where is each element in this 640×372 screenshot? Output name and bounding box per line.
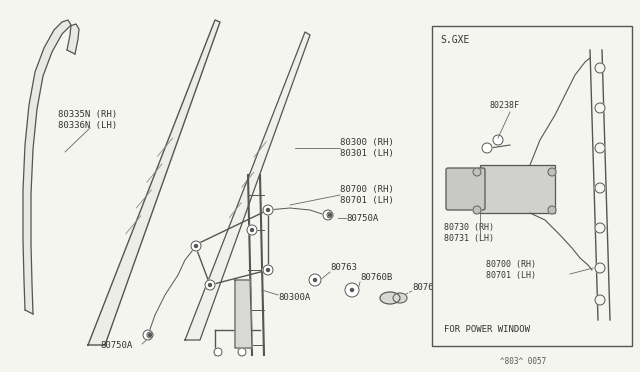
Text: 80335N (RH)
80336N (LH): 80335N (RH) 80336N (LH)	[58, 110, 117, 130]
Bar	[432, 26, 632, 346]
Circle shape	[191, 241, 201, 251]
Ellipse shape	[380, 292, 400, 304]
Polygon shape	[23, 20, 79, 314]
Text: 80300A: 80300A	[278, 294, 310, 302]
Circle shape	[263, 265, 273, 275]
Circle shape	[214, 348, 222, 356]
Ellipse shape	[393, 293, 407, 303]
Polygon shape	[235, 280, 252, 348]
Text: 80750A: 80750A	[100, 340, 132, 350]
Text: 80700 (RH)
80701 (LH): 80700 (RH) 80701 (LH)	[340, 185, 394, 205]
Circle shape	[595, 223, 605, 233]
Circle shape	[209, 283, 211, 286]
Circle shape	[263, 205, 273, 215]
Circle shape	[147, 332, 153, 338]
Circle shape	[482, 143, 492, 153]
Circle shape	[143, 330, 153, 340]
Text: 80730 (RH)
80731 (LH): 80730 (RH) 80731 (LH)	[444, 223, 494, 243]
Circle shape	[595, 143, 605, 153]
Circle shape	[314, 279, 317, 282]
Text: 80700 (RH)
80701 (LH): 80700 (RH) 80701 (LH)	[486, 260, 536, 280]
Circle shape	[595, 295, 605, 305]
Polygon shape	[88, 20, 220, 345]
Text: 80750A: 80750A	[346, 214, 378, 222]
Circle shape	[266, 208, 269, 212]
Text: FOR POWER WINDOW: FOR POWER WINDOW	[444, 326, 530, 334]
Text: 80300 (RH)
80301 (LH): 80300 (RH) 80301 (LH)	[340, 138, 394, 158]
Circle shape	[250, 228, 253, 231]
Circle shape	[205, 280, 215, 290]
Text: 80763: 80763	[330, 263, 357, 273]
Circle shape	[548, 206, 556, 214]
Text: 80238F: 80238F	[490, 100, 520, 109]
Circle shape	[247, 225, 257, 235]
Circle shape	[473, 206, 481, 214]
Circle shape	[328, 214, 332, 217]
FancyBboxPatch shape	[446, 168, 485, 210]
Circle shape	[309, 274, 321, 286]
Circle shape	[595, 263, 605, 273]
Circle shape	[266, 269, 269, 272]
Circle shape	[327, 212, 333, 218]
Circle shape	[595, 63, 605, 73]
Text: ^803^ 0057: ^803^ 0057	[500, 357, 547, 366]
Circle shape	[323, 210, 333, 220]
Circle shape	[345, 283, 359, 297]
Circle shape	[473, 168, 481, 176]
Circle shape	[351, 289, 353, 292]
Circle shape	[548, 168, 556, 176]
Bar	[480, 165, 555, 213]
Circle shape	[148, 334, 152, 337]
Polygon shape	[185, 32, 310, 340]
Circle shape	[195, 244, 198, 247]
Text: 80760B: 80760B	[360, 273, 392, 282]
Circle shape	[595, 103, 605, 113]
Circle shape	[493, 135, 503, 145]
Text: 80760: 80760	[412, 283, 439, 292]
Text: S.GXE: S.GXE	[440, 35, 469, 45]
Circle shape	[595, 183, 605, 193]
Circle shape	[238, 348, 246, 356]
